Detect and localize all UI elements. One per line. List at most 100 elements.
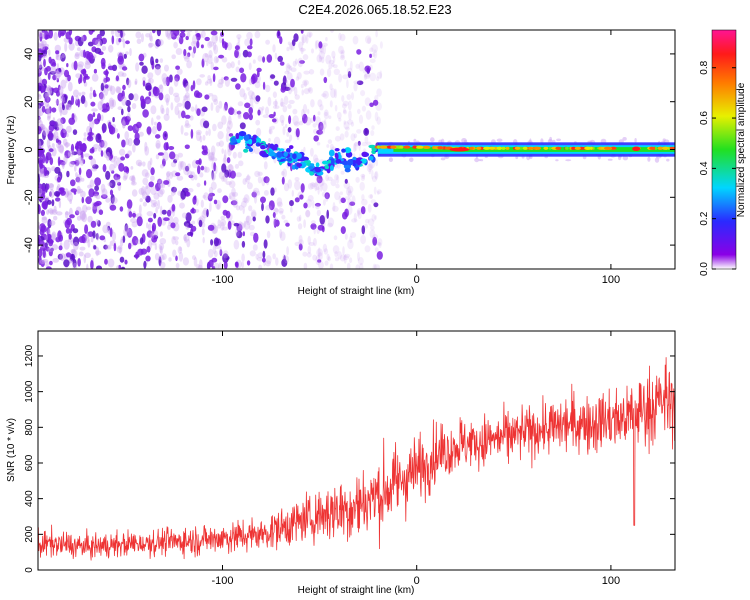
noise-blob (186, 32, 191, 38)
noise-blob (49, 183, 54, 191)
noise-blob (81, 35, 85, 43)
noise-blob (122, 175, 128, 181)
noise-blob (361, 198, 368, 206)
noise-blob (283, 183, 290, 192)
noise-blob (132, 235, 139, 246)
noise-blob (59, 106, 63, 117)
noise-blob (136, 121, 142, 129)
noise-blob (208, 151, 214, 161)
noise-blob (101, 194, 108, 200)
noise-blob (59, 190, 66, 196)
noise-blob (213, 162, 217, 172)
noise-blob (248, 107, 253, 115)
snr-xlabel: Height of straight line (km) (298, 585, 415, 596)
noise-blob (86, 168, 93, 179)
noise-blob (218, 78, 225, 85)
noise-blob (340, 226, 346, 235)
noise-blob (67, 100, 72, 108)
noise-blob (79, 73, 83, 84)
noise-blob (101, 45, 107, 51)
noise-blob (221, 148, 224, 154)
noise-blob (305, 116, 312, 126)
noise-blob (170, 222, 176, 229)
noise-blob (195, 129, 202, 135)
noise-blob (47, 115, 51, 121)
noise-blob (307, 87, 312, 92)
noise-blob (357, 210, 362, 220)
noise-blob (131, 103, 137, 110)
noise-blob (329, 83, 333, 91)
noise-blob (321, 182, 328, 192)
noise-blob (474, 157, 480, 163)
noise-blob (51, 199, 55, 207)
noise-blob (324, 260, 329, 266)
noise-blob (370, 225, 375, 231)
noise-blob (340, 51, 345, 59)
noise-blob (155, 182, 161, 192)
noise-blob (347, 198, 352, 207)
noise-blob (298, 41, 303, 50)
noise-blob (247, 90, 254, 97)
noise-blob (127, 150, 132, 156)
noise-blob (220, 221, 225, 231)
noise-blob (242, 49, 249, 58)
noise-blob (125, 51, 129, 55)
noise-blob (227, 220, 232, 230)
noise-blob (77, 47, 81, 52)
noise-blob (185, 223, 190, 230)
noise-blob (184, 144, 190, 150)
noise-blob (338, 32, 342, 41)
noise-blob (194, 209, 200, 213)
noise-blob (99, 30, 105, 37)
noise-blob (88, 30, 94, 35)
noise-blob (366, 164, 373, 172)
noise-blob (54, 166, 61, 174)
noise-blob (622, 137, 627, 141)
noise-blob (95, 133, 102, 144)
noise-blob (159, 231, 163, 238)
noise-blob (195, 131, 202, 142)
noise-blob (310, 147, 314, 157)
noise-blob (239, 67, 245, 74)
noise-blob (211, 94, 218, 103)
noise-blob (158, 39, 164, 46)
tone-blob (230, 137, 237, 143)
tone-blob (235, 132, 240, 140)
noise-blob (358, 61, 364, 72)
noise-blob (119, 206, 124, 212)
noise-blob (317, 259, 322, 263)
noise-blob (56, 123, 64, 131)
noise-blob (142, 109, 149, 118)
noise-blob (555, 159, 559, 162)
noise-blob (213, 56, 219, 64)
noise-blob (69, 199, 72, 204)
noise-blob (180, 30, 186, 33)
noise-blob (242, 206, 245, 215)
noise-blob (170, 161, 177, 168)
noise-blob (343, 120, 346, 125)
noise-blob (298, 239, 304, 246)
noise-blob (226, 62, 232, 69)
noise-blob (57, 230, 62, 241)
noise-blob (271, 118, 277, 123)
noise-blob (284, 70, 290, 75)
noise-blob (81, 212, 88, 223)
noise-blob (276, 197, 283, 207)
noise-blob (123, 170, 129, 180)
noise-blob (47, 218, 52, 229)
noise-blob (346, 262, 351, 269)
noise-blob (41, 200, 48, 210)
noise-blob (54, 44, 61, 53)
noise-blob (317, 247, 321, 258)
noise-blob (48, 106, 52, 114)
noise-blob (40, 240, 45, 247)
noise-blob (257, 55, 263, 62)
noise-blob (52, 74, 57, 81)
noise-blob (374, 215, 377, 220)
noise-blob (108, 44, 114, 53)
noise-blob (285, 83, 292, 88)
noise-blob (46, 104, 51, 114)
noise-blob (202, 194, 206, 199)
noise-blob (102, 224, 109, 234)
noise-blob (286, 72, 293, 81)
